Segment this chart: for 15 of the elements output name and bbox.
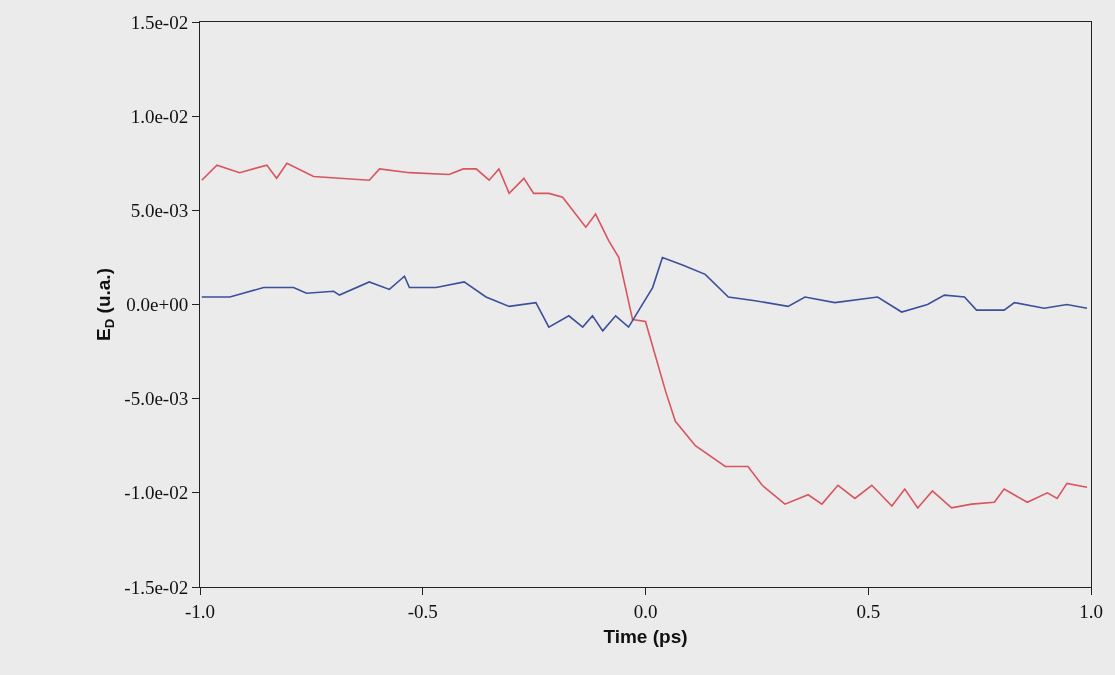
x-tick-label: -1.0 (184, 600, 216, 622)
y-tick-label: -1.5e-02 (124, 576, 189, 598)
y-tick-label: -1.0e-02 (124, 482, 189, 504)
x-tick-label: 1.0 (1079, 600, 1103, 622)
y-tick-label: 1.0e-02 (130, 105, 189, 127)
x-axis-title: Time (ps) (603, 625, 688, 647)
line-series (200, 162, 1088, 509)
y-tick-label: 1.5e-02 (130, 11, 189, 33)
y-tick-label: 0.0e+00 (126, 294, 189, 316)
y-tick-label: 5.0e-03 (130, 199, 189, 221)
x-tick-label: 0.0 (633, 600, 658, 622)
x-tick-label: 0.5 (856, 600, 881, 622)
line-series (200, 256, 1088, 332)
y-tick-label: -5.0e-03 (124, 388, 189, 410)
x-tick-label: -0.5 (407, 600, 438, 622)
